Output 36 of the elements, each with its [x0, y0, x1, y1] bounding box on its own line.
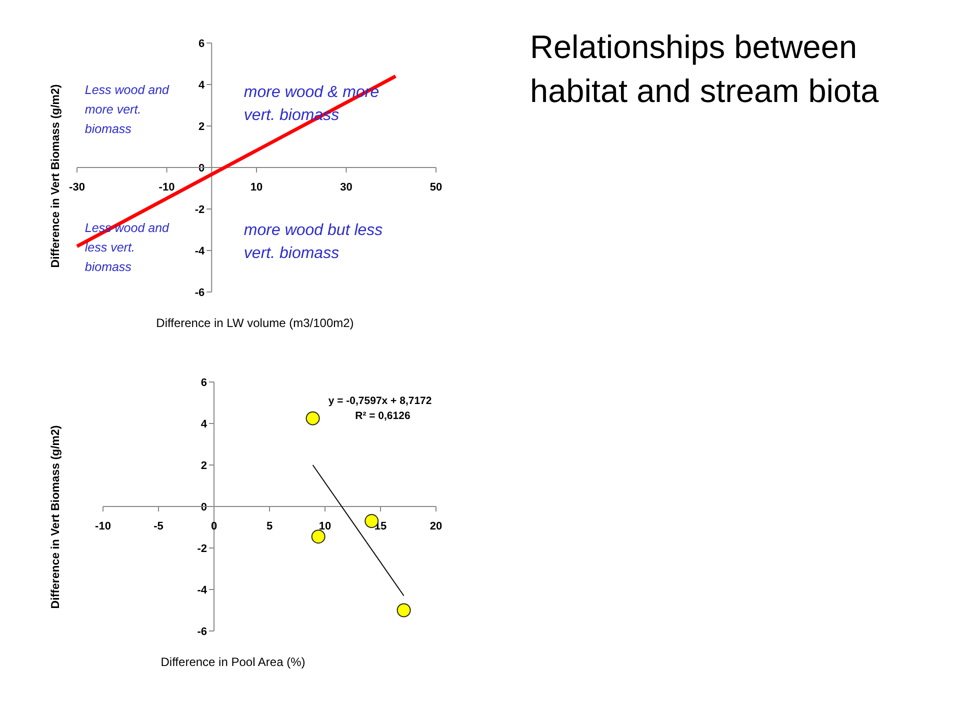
x-axis-title: Difference in LW volume (m3/100m2)	[156, 316, 354, 330]
x-tick-label: -10	[158, 182, 175, 194]
x-tick-label: 10	[318, 520, 332, 532]
x-tick-label: -10	[95, 520, 111, 532]
annotation: y = -0,7597x + 8,7172	[328, 394, 432, 407]
x-tick-label: -5	[154, 520, 164, 532]
y-axis-title: Difference in Vert Biomass (g/m2)	[50, 425, 62, 609]
x-tick-label: -30	[69, 182, 85, 194]
point	[306, 411, 320, 426]
x-tick-label: 20	[430, 520, 442, 532]
annotation: Less wood and more vert. biomass	[84, 83, 170, 136]
annotation: R² = 0,6126	[355, 410, 410, 422]
annotation: more wood but less vert. biomass	[244, 222, 383, 262]
annotation: Less wood and less vert. biomass	[84, 221, 170, 274]
point	[311, 530, 326, 544]
point	[396, 603, 411, 618]
x-tick-label: 50	[430, 182, 442, 194]
x-tick-label: 10	[250, 182, 263, 194]
x-axis-title: Difference in Pool Area (%)	[160, 655, 306, 669]
y-tick-label: 2	[198, 120, 205, 133]
text: Relationships between habitat and stream biota	[530, 29, 880, 109]
x-tick-label: 0	[210, 520, 218, 532]
y-tick-label: 6	[200, 376, 207, 389]
y-tick-label: 4	[200, 418, 208, 430]
x-tick-label: 30	[340, 182, 352, 194]
y-tick-label: -6	[197, 626, 207, 638]
y-tick-label: 6	[198, 38, 205, 50]
y-tick-label: -2	[194, 204, 205, 216]
y-axis-title: Difference in Vert Biomass (g/m2)	[50, 84, 62, 268]
y-tick-label: -2	[197, 542, 207, 555]
y-tick-label: 2	[200, 460, 207, 472]
x-tick-label: 5	[266, 520, 273, 532]
y-tick-label: -4	[197, 584, 208, 596]
y-tick-label: -4	[194, 245, 206, 258]
y-tick-label: 4	[198, 79, 206, 92]
y-tick-label: -6	[194, 286, 205, 299]
